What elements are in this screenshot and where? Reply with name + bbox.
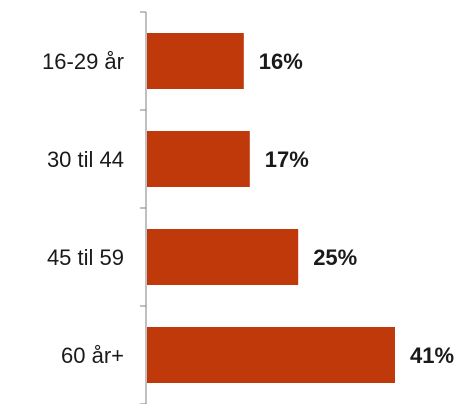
bar-3 (147, 327, 395, 383)
labels-layer: 16-29 år 16% 30 til 44 17% 45 til 59 25% 60 år… (42, 49, 454, 368)
value-label: 25% (313, 245, 357, 270)
value-label: 17% (265, 147, 309, 172)
category-label: 30 til 44 (47, 147, 124, 172)
bar-2 (147, 229, 299, 285)
category-label: 45 til 59 (47, 245, 124, 270)
value-label: 41% (410, 343, 454, 368)
axis-layer (140, 11, 147, 404)
bar-0 (147, 33, 244, 89)
bar-1 (147, 131, 250, 187)
category-label: 60 år+ (61, 343, 124, 368)
value-label: 16% (259, 49, 303, 74)
category-label: 16-29 år (42, 49, 124, 74)
bars-layer (147, 33, 395, 383)
